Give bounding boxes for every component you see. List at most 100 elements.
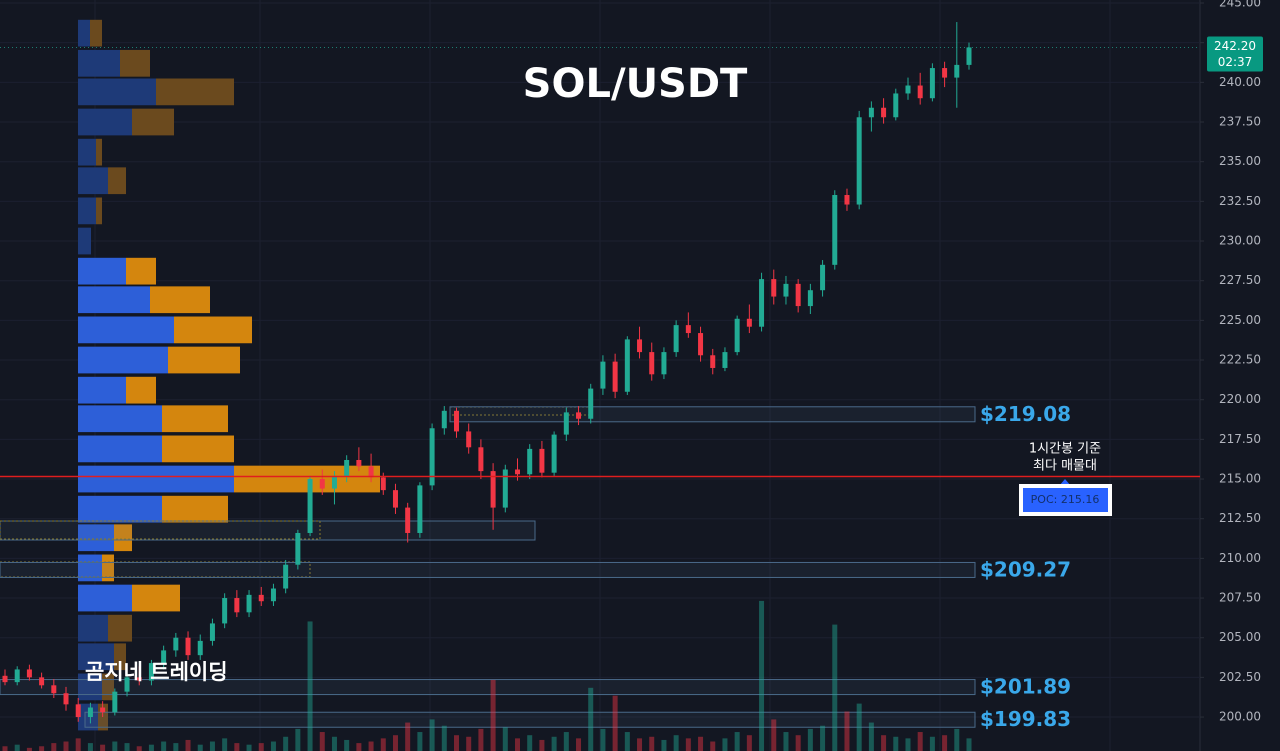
candle-body — [270, 588, 276, 602]
candle-body — [661, 352, 667, 375]
zone-label: $219.08 — [980, 402, 1071, 426]
profile-sell — [90, 19, 102, 47]
candle-body — [161, 650, 167, 664]
candle-body — [26, 669, 32, 678]
candle-body — [820, 264, 826, 291]
y-tick-label: 200.00 — [1219, 710, 1261, 724]
profile-sell — [162, 405, 228, 433]
zone-box — [0, 520, 536, 541]
candle-body — [527, 448, 533, 475]
candle-body — [234, 598, 240, 613]
candle-body — [246, 594, 252, 613]
candle-body — [490, 471, 496, 508]
volume-bar — [283, 736, 289, 751]
candle-body — [63, 693, 69, 705]
profile-sell — [150, 286, 210, 314]
volume-bar — [942, 735, 948, 751]
volume-bar — [551, 736, 557, 751]
volume-bar — [563, 732, 569, 751]
y-tick-label: 210.00 — [1219, 551, 1261, 565]
volume-bar — [649, 736, 655, 751]
candle-body — [185, 637, 191, 656]
profile-sell — [102, 554, 114, 582]
candle-body — [307, 479, 313, 533]
candle-body — [356, 459, 362, 467]
volume-bar — [112, 741, 118, 751]
profile-sell — [162, 435, 234, 463]
candle-body — [832, 195, 838, 265]
candle-body — [283, 564, 289, 589]
profile-buy — [78, 495, 162, 523]
candle-body — [893, 93, 899, 118]
candle-body — [75, 704, 81, 718]
y-tick-label: 212.50 — [1219, 511, 1261, 525]
candle-body — [124, 677, 130, 692]
profile-buy — [78, 316, 174, 344]
candle-body — [392, 490, 398, 508]
candle-body — [649, 352, 655, 375]
candle-body — [295, 532, 301, 565]
poc-label: POC: 215.16 — [1031, 493, 1100, 506]
poc-annotation: 최다 매물대 — [1033, 459, 1097, 474]
volume-bar — [405, 722, 411, 751]
volume-bar — [63, 741, 69, 751]
volume-bar — [685, 738, 691, 751]
profile-sell — [174, 316, 252, 344]
volume-bar — [502, 727, 508, 751]
y-tick-label: 222.50 — [1219, 353, 1261, 367]
candle-body — [100, 707, 106, 713]
chart-title: SOL/USDT — [523, 61, 748, 107]
candle-body — [136, 677, 142, 681]
volume-bar — [270, 741, 276, 751]
candle-body — [173, 637, 179, 651]
volume-bar — [881, 735, 887, 751]
profile-buy — [78, 524, 114, 552]
candle-body — [405, 507, 411, 533]
volume-bar — [295, 728, 301, 751]
volume-bar — [161, 741, 167, 751]
candle-body — [783, 283, 789, 297]
candle-body — [771, 279, 777, 297]
y-tick-label: 217.50 — [1219, 432, 1261, 446]
zone-box — [0, 679, 976, 696]
volume-bar — [356, 743, 362, 751]
volume-bar — [856, 703, 862, 751]
candle-body — [844, 195, 850, 205]
candle-body — [795, 283, 801, 307]
candle-body — [563, 412, 569, 435]
candle-body — [722, 352, 728, 368]
candle-body — [917, 85, 923, 99]
zone-box-highlight — [0, 520, 321, 540]
profile-sell — [126, 257, 156, 285]
candle-body — [2, 675, 8, 683]
volume-bar — [868, 722, 874, 751]
vertical-grid — [94, 0, 1111, 751]
profile-sell — [234, 465, 380, 493]
candle-body — [39, 677, 45, 686]
candle-body — [14, 669, 20, 683]
volume-bar — [710, 741, 716, 751]
candle-body — [954, 64, 960, 78]
volume-bar — [429, 719, 435, 751]
y-tick-label: 227.50 — [1219, 273, 1261, 287]
volume-bar — [222, 738, 228, 751]
profile-buy — [78, 614, 108, 642]
volume-bar — [100, 744, 106, 751]
volume-bar — [820, 725, 826, 751]
profile-sell — [102, 673, 114, 701]
volume-bar — [612, 695, 618, 751]
candle-body — [612, 361, 618, 392]
candle-body — [148, 663, 154, 681]
profile-buy — [78, 584, 132, 612]
zone-box — [84, 711, 976, 728]
profile-sell — [114, 643, 126, 671]
volume-bar — [368, 741, 374, 751]
profile-sell — [108, 614, 132, 642]
candle-body — [51, 685, 57, 694]
volume-bar — [14, 744, 20, 751]
volume-bar — [478, 728, 484, 751]
volume-bar — [954, 728, 960, 751]
volume-bar — [929, 736, 935, 751]
candle-body — [685, 325, 691, 334]
